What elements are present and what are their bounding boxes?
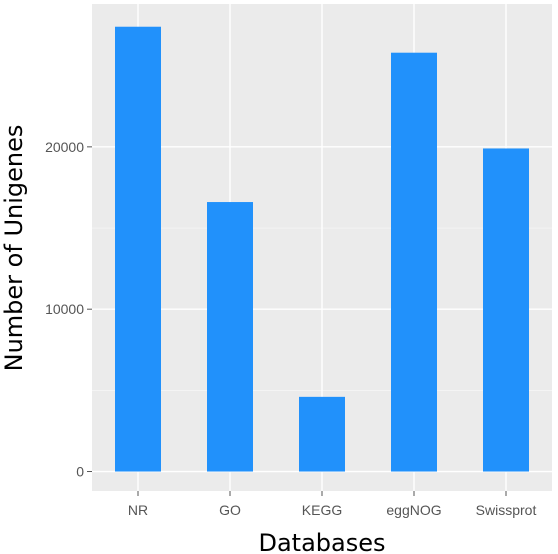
x-axis-ticks: NR GO KEGG eggNOG Swissprot xyxy=(128,491,537,518)
bars xyxy=(115,26,529,472)
x-tick-label: Swissprot xyxy=(476,502,537,518)
bar-swissprot xyxy=(483,148,529,472)
y-axis-title: Number of Unigenes xyxy=(0,125,28,372)
bar-nr xyxy=(115,26,161,472)
y-tick-label: 0 xyxy=(76,464,84,480)
x-axis-title: Databases xyxy=(258,529,385,554)
y-tick-label: 20000 xyxy=(45,139,84,155)
y-tick-label: 10000 xyxy=(45,301,84,317)
x-tick-label: GO xyxy=(219,502,241,518)
bar-go xyxy=(207,202,253,472)
x-tick-label: NR xyxy=(128,502,148,518)
x-tick-label: KEGG xyxy=(302,502,342,518)
y-axis-ticks: 0 10000 20000 xyxy=(45,139,92,480)
bar-eggnog xyxy=(391,52,437,472)
x-tick-label: eggNOG xyxy=(386,502,441,518)
bar-kegg xyxy=(299,396,345,472)
